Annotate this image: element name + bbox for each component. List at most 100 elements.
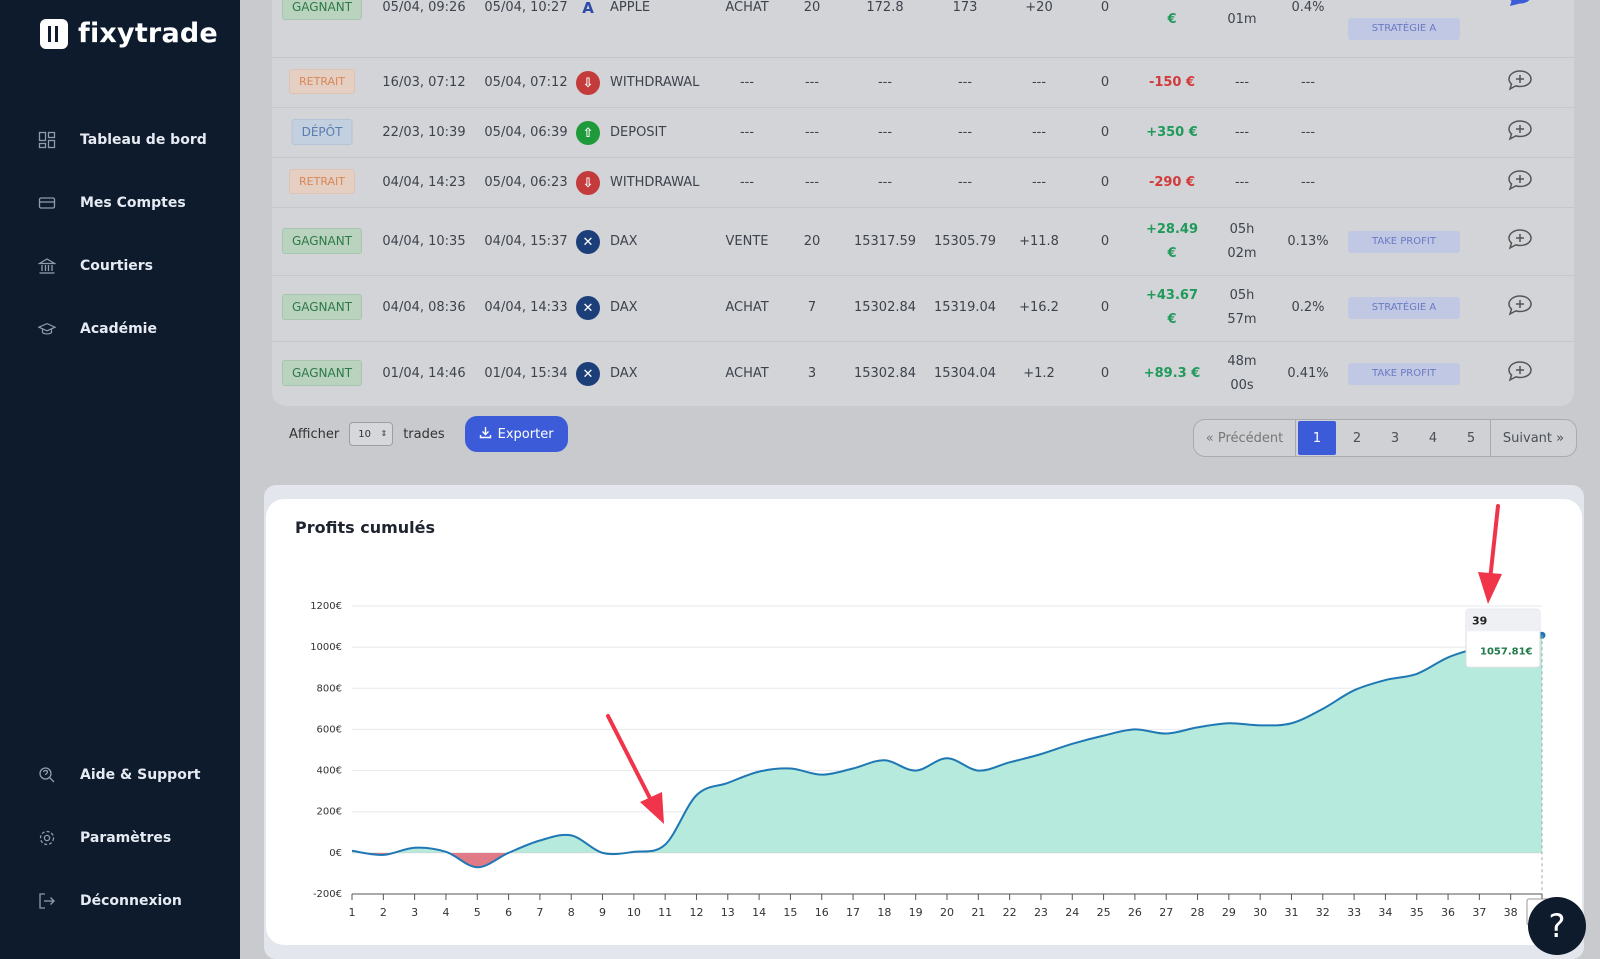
close-date: 01/04, 15:34 xyxy=(484,366,568,381)
support-icon xyxy=(38,766,56,784)
table-controls: Afficher 10 ⇕ trades Exporter xyxy=(289,416,568,452)
sidebar-item-dashboard[interactable]: Tableau de bord xyxy=(38,131,238,149)
trade-pnl-unit: € xyxy=(1167,12,1177,27)
open-date: 16/03, 07:12 xyxy=(382,75,466,90)
x-tick-label: 10 xyxy=(627,906,641,919)
entry-price: --- xyxy=(877,125,893,140)
sidebar-item-academy[interactable]: Académie xyxy=(38,320,238,338)
table-row[interactable]: GAGNANT 04/04, 08:36 04/04, 14:33 ✕ DAX ACHAT… xyxy=(272,276,1574,342)
logo-icon xyxy=(40,18,68,49)
y-tick-label: 400€ xyxy=(317,766,342,777)
add-comment-icon[interactable] xyxy=(1507,169,1533,191)
x-tick-label: 23 xyxy=(1034,906,1048,919)
trade-side: ACHAT xyxy=(725,366,769,381)
symbol-name: WITHDRAWAL xyxy=(610,75,700,90)
table-row[interactable]: RETRAIT 04/04, 14:23 05/04, 06:23 ⇩ WITHDRAW… xyxy=(272,158,1574,208)
trade-quantity: --- xyxy=(804,75,820,90)
sidebar-item-support[interactable]: Aide & Support xyxy=(38,766,238,784)
withdrawal-icon: ⇩ xyxy=(576,171,600,195)
close-date: 04/04, 15:37 xyxy=(484,234,568,249)
table-row[interactable]: GAGNANT 01/04, 14:46 01/04, 15:34 ✕ DAX ACHAT… xyxy=(272,342,1574,408)
next-page-button[interactable]: Suivant » xyxy=(1490,420,1576,456)
y-tick-label: 200€ xyxy=(317,807,342,818)
export-button[interactable]: Exporter xyxy=(464,416,568,452)
trade-quantity: 20 xyxy=(803,0,821,15)
trade-percent: 0.4% xyxy=(1291,0,1325,15)
trade-quantity: --- xyxy=(804,175,820,190)
x-tick-label: 30 xyxy=(1253,906,1267,919)
sidebar-item-accounts[interactable]: Mes Comptes xyxy=(38,194,238,212)
add-comment-icon[interactable] xyxy=(1507,360,1533,382)
graduation-cap-icon xyxy=(38,320,56,338)
add-comment-icon[interactable] xyxy=(1507,119,1533,141)
page-5-button[interactable]: 5 xyxy=(1466,430,1476,446)
trade-points: +11.8 xyxy=(1019,234,1059,249)
close-date: 05/04, 10:27 xyxy=(484,0,568,15)
show-label: Afficher xyxy=(289,426,340,442)
sidebar-item-brokers[interactable]: Courtiers xyxy=(38,257,238,275)
open-date: 04/04, 10:35 xyxy=(382,234,466,249)
status-badge: GAGNANT xyxy=(281,0,363,20)
trade-pnl: +28.49 xyxy=(1145,222,1199,237)
exit-price: 15319.04 xyxy=(933,300,997,315)
previous-page-button[interactable]: « Précédent xyxy=(1194,420,1296,456)
sidebar-item-logout[interactable]: Déconnexion xyxy=(38,892,238,910)
x-tick-label: 25 xyxy=(1097,906,1111,919)
add-comment-icon[interactable] xyxy=(1507,69,1533,91)
annotation-arrow xyxy=(606,714,664,824)
positive-area xyxy=(352,635,1542,853)
row-divider xyxy=(272,57,1574,58)
dax-icon: ✕ xyxy=(576,362,600,386)
x-tick-label: 31 xyxy=(1284,906,1298,919)
entry-price: --- xyxy=(877,75,893,90)
trade-duration: 02m xyxy=(1227,246,1257,261)
table-row[interactable]: DÉPÔT 22/03, 10:39 05/04, 06:39 ⇧ DEPOSIT ---… xyxy=(272,108,1574,158)
trade-points: +16.2 xyxy=(1019,300,1059,315)
dax-icon: ✕ xyxy=(576,230,600,254)
exit-price: --- xyxy=(957,175,973,190)
x-tick-label: 2 xyxy=(380,906,387,919)
y-tick-label: 600€ xyxy=(317,724,342,735)
trade-duration: 05h xyxy=(1229,288,1255,303)
x-tick-label: 27 xyxy=(1159,906,1173,919)
table-row[interactable]: GAGNANT 05/04, 09:26 05/04, 10:27 A APPLE ACH… xyxy=(272,0,1574,58)
trade-points: --- xyxy=(1031,175,1047,190)
y-tick-label: 1200€ xyxy=(310,601,342,612)
updown-icon: ⇕ xyxy=(380,429,388,438)
trade-quantity: --- xyxy=(804,125,820,140)
trade-points: +20 xyxy=(1025,0,1053,15)
close-date: 05/04, 06:39 xyxy=(484,125,568,140)
page-3-button[interactable]: 3 xyxy=(1390,430,1400,446)
chart-title: Profits cumulés xyxy=(295,518,436,537)
close-date: 04/04, 14:33 xyxy=(484,300,568,315)
x-tick-label: 17 xyxy=(846,906,860,919)
table-row[interactable]: GAGNANT 04/04, 10:35 04/04, 15:37 ✕ DAX VENTE… xyxy=(272,208,1574,276)
trade-percent: --- xyxy=(1300,175,1316,190)
app-logo[interactable]: fixytrade xyxy=(40,18,218,49)
table-row[interactable]: RETRAIT 16/03, 07:12 05/04, 07:12 ⇩ WITHDRAW… xyxy=(272,58,1574,108)
row-divider xyxy=(272,107,1574,108)
exit-price: 15305.79 xyxy=(933,234,997,249)
page-1-button[interactable]: 1 xyxy=(1298,421,1336,455)
page-4-button[interactable]: 4 xyxy=(1428,430,1438,446)
trade-duration: 48m xyxy=(1227,354,1257,369)
trade-percent: 0.13% xyxy=(1287,234,1329,249)
symbol-name: DEPOSIT xyxy=(610,125,667,140)
page-size-select[interactable]: 10 ⇕ xyxy=(349,422,394,446)
add-comment-icon[interactable] xyxy=(1507,228,1533,250)
help-button[interactable]: ? xyxy=(1528,897,1586,955)
page-2-button[interactable]: 2 xyxy=(1352,430,1362,446)
add-comment-icon[interactable] xyxy=(1507,294,1533,316)
exit-price: --- xyxy=(957,75,973,90)
strategy-tag: STRATÉGIE A xyxy=(1348,18,1460,40)
status-badge: GAGNANT xyxy=(281,228,363,254)
trades-label: trades xyxy=(403,426,445,442)
cumulative-profit-chart[interactable]: -200€0€200€400€600€800€1000€1200€1 2 3 4 5 6 7… xyxy=(266,560,1566,940)
trade-pnl: +350 € xyxy=(1146,125,1198,140)
withdrawal-icon: ⇩ xyxy=(576,71,600,95)
sidebar-item-settings[interactable]: Paramètres xyxy=(38,829,238,847)
trade-duration: 05h xyxy=(1229,222,1255,237)
trade-pnl: +43.67 xyxy=(1145,288,1199,303)
entry-price: 15302.84 xyxy=(853,366,917,381)
add-comment-icon[interactable] xyxy=(1507,0,1533,8)
